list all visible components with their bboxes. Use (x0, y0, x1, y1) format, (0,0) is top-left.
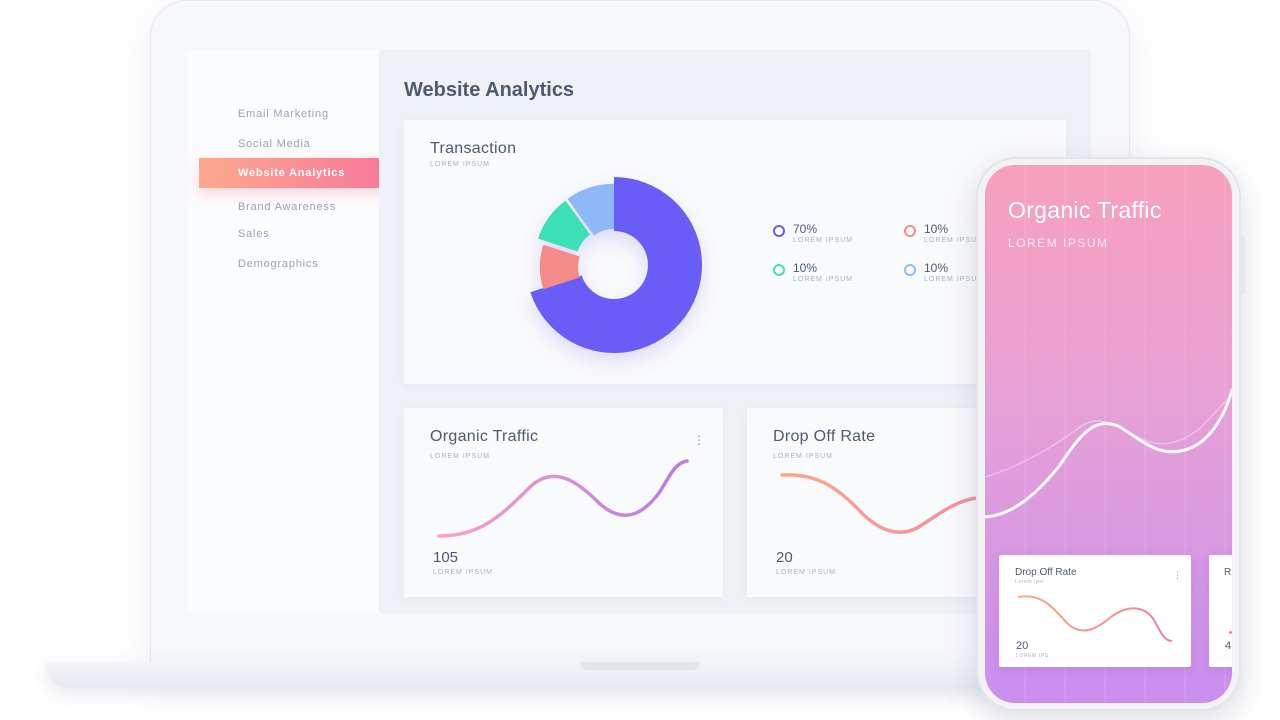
sidebar: Email Marketing Social Media Website Ana… (188, 50, 385, 613)
dashboard-screen: Email Marketing Social Media Website Ana… (188, 50, 1091, 613)
legend-dot-icon (773, 264, 785, 276)
kebab-icon[interactable]: ⋮ (1173, 570, 1182, 580)
phone-traffic-wave (985, 388, 1232, 519)
legend-dot-icon (904, 225, 916, 237)
organic-traffic-card: Organic Traffic LOREM IPSUM ⋮ 105 LOREM … (404, 408, 723, 597)
card-title: Transaction (430, 140, 517, 157)
legend-label: LOREM IPSUM (924, 276, 985, 283)
donut-slice (539, 244, 580, 290)
metric-value: 20 (1016, 640, 1029, 652)
donut-slice (530, 177, 702, 353)
metric-value: 4 (1225, 640, 1232, 652)
legend-value: 10% (924, 261, 949, 275)
sidebar-item-label: Website Analytics (238, 167, 346, 179)
legend-label: LOREM IPSUM (793, 276, 854, 283)
phone-title: Organic Traffic (1008, 197, 1162, 223)
donut-slice (538, 200, 591, 252)
metric-label: LOREM IPSUM (433, 569, 494, 576)
card-subtitle: LOREM IPSUM (430, 453, 491, 460)
sidebar-item-brand-awareness[interactable]: Brand Awareness (238, 201, 337, 213)
legend-label: LOREM IPSUM (793, 237, 854, 244)
donut-chart (530, 177, 702, 353)
kebab-icon[interactable]: ⋮ (693, 433, 705, 447)
laptop-notch (580, 662, 700, 670)
drop-off-rate-sparkline (780, 473, 999, 534)
sidebar-item-demographics[interactable]: Demographics (238, 258, 319, 270)
donut-slice (567, 183, 614, 236)
card-title: Organic Traffic (430, 428, 539, 445)
legend-dot-icon (773, 225, 785, 237)
metric-value: 105 (433, 549, 459, 566)
metric-value: 20 (776, 549, 793, 566)
card-subtitle: Lorem ipsl (1015, 579, 1045, 585)
legend-dot-icon (904, 264, 916, 276)
metric-label: LOREM IPS (1016, 653, 1049, 659)
card-subtitle: LOREM IPSUM (430, 161, 491, 168)
legend-value: 10% (924, 222, 949, 236)
card-title: Drop Off Rate (1015, 567, 1077, 578)
sidebar-item-sales[interactable]: Sales (238, 228, 270, 240)
legend-value: 10% (793, 261, 818, 275)
organic-traffic-sparkline (437, 459, 689, 538)
phone-side-button (1239, 235, 1245, 295)
sidebar-item-website-analytics[interactable]: Website Analytics (199, 158, 385, 188)
card-title: Drop Off Rate (773, 428, 876, 445)
page-title: Website Analytics (404, 79, 575, 101)
metric-label: LOREM IPSUM (776, 569, 837, 576)
legend-value: 70% (793, 222, 818, 236)
card-title: R (1224, 567, 1232, 578)
sidebar-item-social-media[interactable]: Social Media (238, 138, 311, 150)
card-subtitle: LOREM IPSUM (773, 453, 834, 460)
main-content: Website Analytics Transaction LOREM IPSU… (379, 50, 1091, 613)
sidebar-item-email-marketing[interactable]: Email Marketing (238, 108, 329, 120)
phone-screen: Organic Traffic LOREM IPSUM Drop Off Rat… (985, 165, 1232, 703)
phone-subtitle: LOREM IPSUM (1008, 236, 1109, 250)
sparkline-point (1229, 631, 1232, 634)
phone-drop-off-sparkline (1018, 595, 1172, 642)
phone-second-card: R 4 (1209, 555, 1232, 667)
phone-drop-off-card: Drop Off Rate Lorem ipsl ⋮ 20 LOREM IPS (999, 555, 1191, 667)
transaction-card: Transaction LOREM IPSUM 70% LOREM IPSUM … (404, 120, 1066, 384)
legend-label: LOREM IPSUM (924, 237, 985, 244)
